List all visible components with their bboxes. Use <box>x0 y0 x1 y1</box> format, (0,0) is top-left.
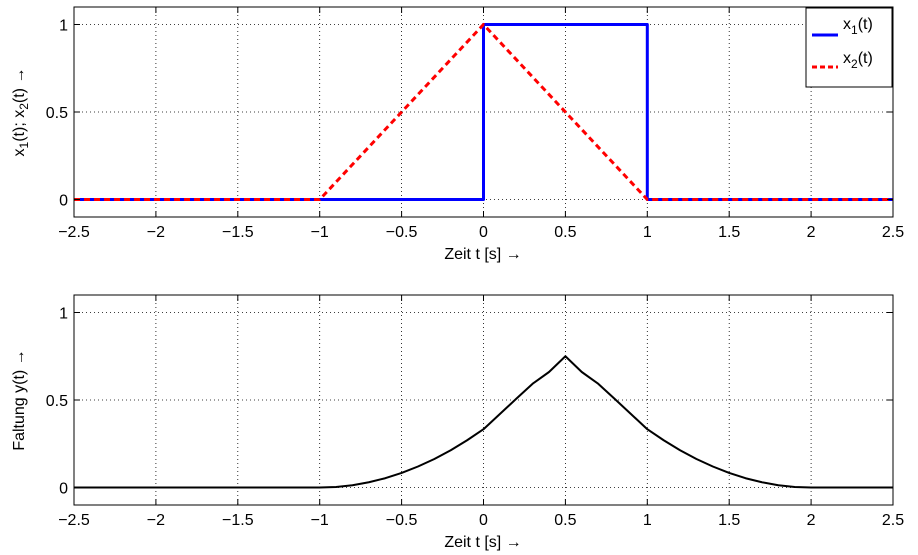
y-tick-label: 1 <box>59 306 68 323</box>
top-series <box>74 23 893 201</box>
bottom-tick-labels: −2.5 −2 −1.5 −1 −0.5 0 0.5 1 1.5 2 2.5 0 0.5 1 <box>46 306 904 530</box>
series-line-x2 <box>74 23 893 201</box>
x-tick-label: −0.5 <box>386 512 418 529</box>
y-tick-label: 0 <box>59 481 68 498</box>
y-tick-label: 0 <box>59 193 68 210</box>
x-tick-label: −0.5 <box>386 224 418 241</box>
legend-label-x1: x1(t) <box>843 16 873 37</box>
x-tick-label: 2.5 <box>882 512 904 529</box>
x-tick-label: −2.5 <box>58 224 90 241</box>
x-tick-label: −2.5 <box>58 512 90 529</box>
y-tick-label: 1 <box>59 18 68 35</box>
bottom-y-axis-label: Faltung y(t) → <box>11 349 28 450</box>
top-ticks <box>73 7 894 217</box>
x-tick-label: −1.5 <box>222 224 254 241</box>
x-tick-label: −2 <box>147 512 165 529</box>
x-tick-label: 0.5 <box>554 512 576 529</box>
x-tick-label: 0 <box>479 224 488 241</box>
x-tick-label: 1.5 <box>718 224 740 241</box>
legend-box <box>805 7 893 88</box>
x-tick-label: −2 <box>147 224 165 241</box>
x-tick-label: 0 <box>479 512 488 529</box>
legend-label-x2: x2(t) <box>843 50 873 71</box>
x-tick-label: 2 <box>807 224 816 241</box>
bottom-ticks <box>73 295 894 505</box>
x-tick-label: 1.5 <box>718 512 740 529</box>
x-tick-label: −1.5 <box>222 512 254 529</box>
x-tick-label: −1 <box>311 512 329 529</box>
top-y-axis-label: x1(t); x2(t) → <box>11 68 31 157</box>
x-tick-label: 1 <box>643 512 652 529</box>
bottom-series <box>74 355 893 489</box>
x-tick-label: 1 <box>643 224 652 241</box>
series-line-x1 <box>74 23 893 201</box>
x-tick-label: 0.5 <box>554 224 576 241</box>
x-tick-label: 2.5 <box>882 224 904 241</box>
bottom-x-axis-label: Zeit t [s] → <box>444 534 521 551</box>
legend: x1(t) x2(t) <box>805 7 893 88</box>
y-tick-label: 0.5 <box>46 393 68 410</box>
x-tick-label: −1 <box>311 224 329 241</box>
bottom-plot: −2.5 −2 −1.5 −1 −0.5 0 0.5 1 1.5 2 2.5 0 0.5 1 Zeit t… <box>11 294 904 551</box>
top-tick-labels: −2.5 −2 −1.5 −1 −0.5 0 0.5 1 1.5 2 2.5 0 0.5 1 <box>46 18 904 242</box>
top-x-axis-label: Zeit t [s] → <box>444 246 521 263</box>
top-plot: −2.5 −2 −1.5 −1 −0.5 0 0.5 1 1.5 2 2.5 0 0.5 1 Zeit t… <box>11 6 904 263</box>
x-tick-label: 2 <box>807 512 816 529</box>
y-tick-label: 0.5 <box>46 105 68 122</box>
series-line-y <box>74 355 893 489</box>
